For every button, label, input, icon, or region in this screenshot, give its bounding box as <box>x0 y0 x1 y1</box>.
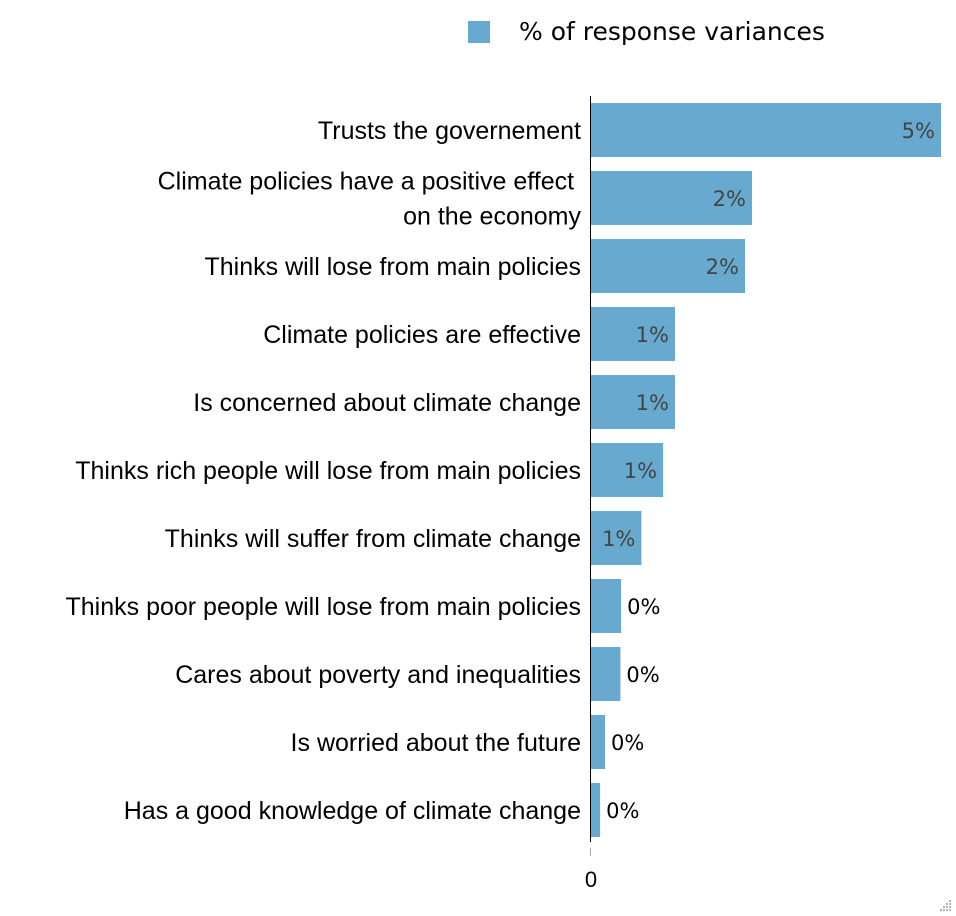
category-label: Trusts the governement <box>318 117 581 145</box>
bar <box>591 103 941 157</box>
category-labels: Trusts the governement Climate policies h… <box>65 117 581 825</box>
category-label: Thinks will lose from main policies <box>204 253 581 281</box>
bar <box>591 239 745 293</box>
bars <box>591 103 941 837</box>
data-label: 0% <box>606 799 639 823</box>
category-label: on the economy <box>403 203 581 231</box>
legend-label: % of response variances <box>519 17 825 46</box>
data-label: 1% <box>624 459 657 483</box>
value-labels: 5% 2% 2% 1% 1% 1% 1% 0% 0% 0% 0% <box>602 119 935 823</box>
legend-swatch <box>468 21 490 43</box>
x-axis-ticks: 0 <box>585 867 597 892</box>
data-label: 2% <box>706 255 739 279</box>
bar <box>591 647 621 701</box>
bar <box>591 375 675 429</box>
category-label: Is worried about the future <box>291 729 581 757</box>
bar <box>591 443 664 497</box>
data-label: 0% <box>611 731 644 755</box>
bar <box>591 715 605 769</box>
bar <box>591 511 642 565</box>
legend: % of response variances <box>468 17 825 46</box>
data-label: 5% <box>902 119 935 143</box>
data-label: 1% <box>636 391 669 415</box>
category-label: Cares about poverty and inequalities <box>175 661 581 689</box>
category-label: Thinks poor people will lose from main p… <box>65 593 581 621</box>
bar <box>591 783 601 837</box>
bar <box>591 579 622 633</box>
category-label: Thinks rich people will lose from main p… <box>75 457 581 485</box>
data-label: 1% <box>636 323 669 347</box>
category-label: Thinks will suffer from climate change <box>165 525 581 553</box>
category-label: Climate policies have a positive effect <box>158 168 581 196</box>
category-label: Has a good knowledge of climate change <box>124 797 581 825</box>
data-label: 1% <box>602 527 635 551</box>
category-label: Is concerned about climate change <box>193 389 581 417</box>
category-label: Climate policies are effective <box>263 321 581 349</box>
bar <box>591 171 752 225</box>
data-label: 0% <box>626 663 659 687</box>
x-tick-label: 0 <box>585 867 597 892</box>
resize-grip-icon[interactable] <box>938 898 952 912</box>
data-label: 0% <box>627 595 660 619</box>
data-label: 2% <box>713 187 746 211</box>
bar <box>591 307 675 361</box>
